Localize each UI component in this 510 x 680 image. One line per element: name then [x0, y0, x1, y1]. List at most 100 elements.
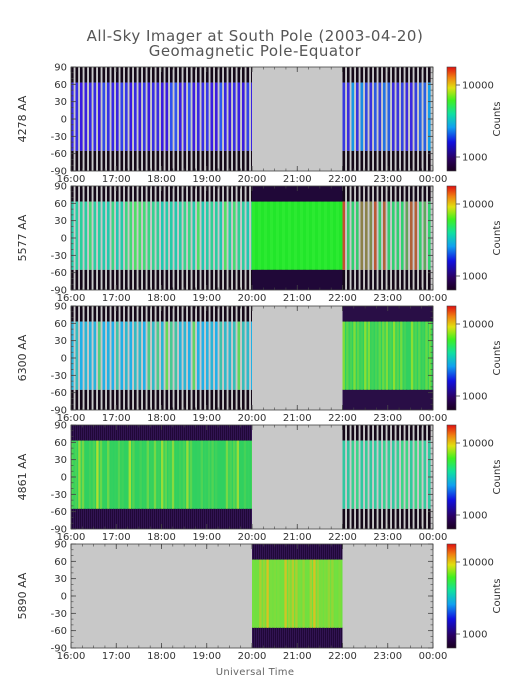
emission-stripe [215, 321, 218, 390]
emission-stripe [378, 82, 382, 151]
emission-stripe [264, 201, 267, 270]
emission-stripe [309, 559, 312, 628]
emission-stripe [219, 321, 223, 390]
dark-stripe [75, 389, 79, 410]
emission-stripe [161, 82, 164, 151]
emission-stripe [324, 201, 327, 270]
emission-stripe [276, 201, 279, 270]
dark-stripe [242, 150, 245, 171]
dark-stripe [93, 150, 97, 171]
dark-texture [157, 425, 158, 441]
dark-texture [382, 389, 384, 410]
x-tick-label: 17:00 [102, 651, 131, 662]
dark-stripe [116, 67, 119, 83]
dark-texture [211, 425, 212, 441]
emission-stripe [186, 440, 189, 509]
dark-texture [151, 425, 152, 441]
emission-stripe [392, 321, 396, 390]
emission-stripe [120, 82, 124, 151]
emission-stripe [407, 321, 410, 390]
emission-stripe [382, 321, 385, 390]
dark-stripe [143, 150, 146, 171]
dark-stripe [405, 269, 409, 290]
dark-stripe [188, 67, 191, 83]
dark-stripe [351, 269, 355, 290]
dark-texture [231, 425, 232, 441]
emission-stripe [270, 201, 273, 270]
emission-stripe [170, 321, 173, 390]
dark-texture [249, 425, 250, 441]
dark-texture [135, 508, 136, 529]
emission-stripe [403, 321, 407, 390]
emission-stripe [246, 321, 250, 390]
dark-texture [177, 425, 178, 441]
dark-stripe [80, 269, 83, 290]
emission-stripe [371, 321, 374, 390]
dark-stripe [387, 150, 391, 171]
dark-stripe [156, 269, 160, 290]
dark-stripe [192, 269, 196, 290]
emission-stripe [229, 440, 232, 509]
dark-texture [235, 425, 236, 441]
dark-stripe [161, 269, 164, 290]
dark-texture [428, 389, 430, 410]
dark-texture [334, 544, 335, 560]
y-tick-label: 90 [54, 302, 67, 313]
dark-stripe [165, 150, 169, 171]
dark-texture [121, 508, 122, 529]
x-tick-label: 19:00 [192, 532, 221, 543]
dark-stripe [147, 389, 151, 410]
x-tick-label: 22:00 [328, 413, 357, 424]
dark-texture [278, 627, 279, 648]
emission-stripe [215, 201, 218, 270]
dark-stripe [120, 150, 124, 171]
x-tick-label: 23:00 [373, 413, 402, 424]
dark-texture [342, 389, 344, 410]
emission-stripe [161, 201, 164, 270]
dark-stripe [152, 269, 155, 290]
segment-4-0 [71, 544, 252, 648]
panel-label: 5577 AA [16, 214, 29, 261]
dark-texture [249, 508, 250, 529]
dark-stripe [143, 306, 146, 322]
dark-stripe [374, 186, 377, 202]
dark-texture [203, 508, 204, 529]
emission-stripe [183, 321, 187, 390]
emission-stripe [320, 559, 323, 628]
dark-texture [83, 508, 84, 529]
dark-texture [231, 508, 232, 529]
dark-stripe [129, 186, 133, 202]
emission-stripe [138, 82, 142, 151]
colorbar [446, 305, 457, 411]
dark-stripe [161, 389, 164, 410]
dark-texture [400, 389, 402, 410]
dark-stripe [215, 389, 218, 410]
y-tick-label: -90 [51, 406, 67, 417]
emission-stripe [197, 440, 200, 509]
emission-stripe [396, 321, 399, 390]
chart-subtitle: Geomagnetic Pole-Equator [148, 42, 362, 60]
emission-stripe [161, 321, 164, 390]
dark-stripe [170, 306, 173, 322]
dark-stripe [237, 389, 241, 410]
emission-stripe [378, 321, 381, 390]
x-tick-label: 23:00 [373, 532, 402, 543]
dark-stripe [201, 186, 205, 202]
segment-0-2 [342, 67, 433, 171]
dark-texture [420, 389, 422, 410]
dark-texture [396, 389, 398, 410]
dark-stripe [102, 150, 106, 171]
dark-stripe [405, 425, 409, 441]
emission-stripe [224, 201, 227, 270]
dark-stripe [197, 269, 200, 290]
emission-stripe [242, 321, 245, 390]
emission-stripe [414, 321, 417, 390]
dark-texture [290, 627, 291, 648]
dark-texture [171, 425, 172, 441]
dark-stripe [188, 150, 191, 171]
y-tick-label: 60 [54, 199, 67, 210]
dark-texture [243, 508, 244, 529]
emission-stripe [243, 440, 247, 509]
dark-stripe [242, 389, 245, 410]
emission-stripe [423, 440, 427, 509]
